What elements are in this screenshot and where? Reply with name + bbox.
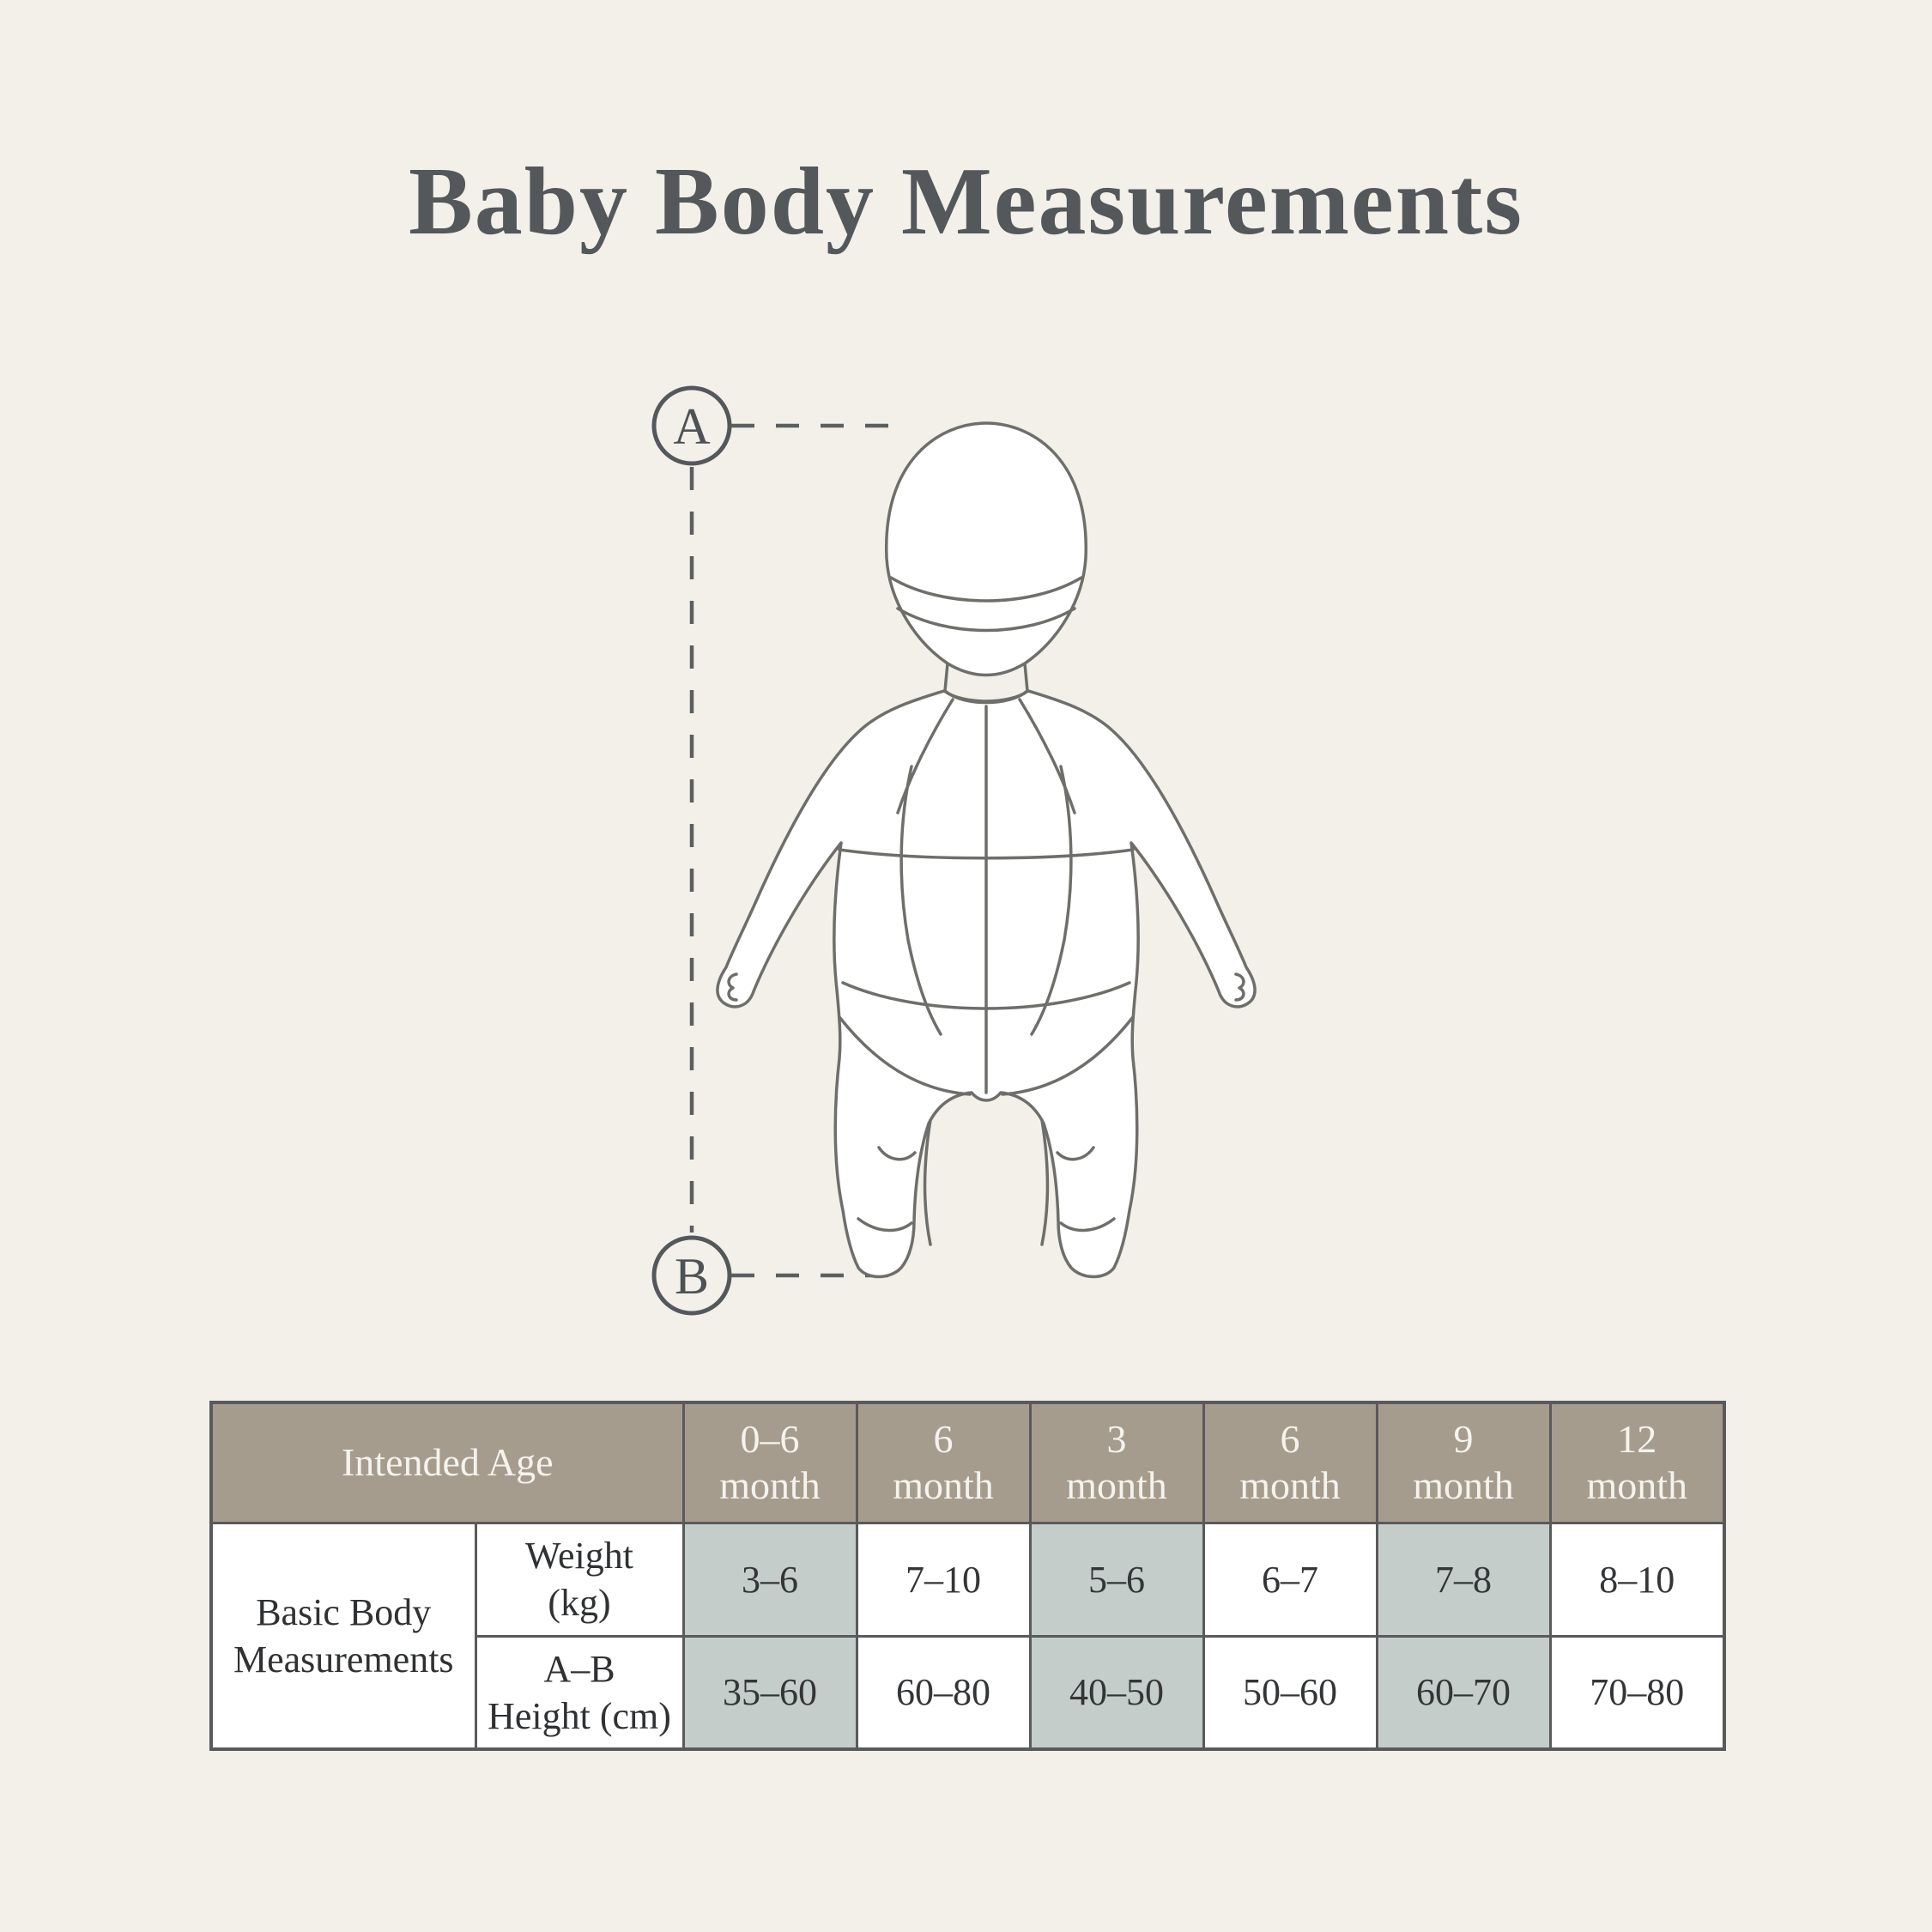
baby-figure <box>716 421 1257 1279</box>
age-header-cell: 6 month <box>1202 1401 1378 1524</box>
value-cell: 7–8 <box>1375 1521 1552 1638</box>
row-label-cell: A–B Height (cm) <box>474 1634 685 1751</box>
age-header-cell: 6 month <box>855 1401 1032 1524</box>
value-cell: 8–10 <box>1548 1521 1726 1638</box>
weight-row: Basic Body Measurements Weight (kg) 3–6 … <box>209 1521 1726 1751</box>
baby-head <box>885 421 1087 677</box>
value-cell: 7–10 <box>855 1521 1032 1638</box>
value-cell: 5–6 <box>1028 1521 1205 1638</box>
value-cell: 60–80 <box>855 1634 1032 1751</box>
marker-b-circle <box>651 1235 732 1316</box>
baby-head-seams <box>889 576 1083 633</box>
marker-a-label: A <box>673 398 710 455</box>
baby-torso-seams <box>727 698 1245 1246</box>
marker-a-circle <box>651 385 732 466</box>
value-cell: 6–7 <box>1202 1521 1378 1638</box>
measurements-table: Intended Age 0–6 month 6 month 3 month 6… <box>209 1401 1726 1751</box>
value-cell: 70–80 <box>1548 1634 1726 1751</box>
value-cell: 40–50 <box>1028 1634 1205 1751</box>
row-label-cell: Weight (kg) <box>474 1521 685 1638</box>
baby-diagram: A B <box>651 385 1257 1316</box>
age-header-cell: 3 month <box>1028 1401 1205 1524</box>
baby-neck-lines <box>943 662 1029 705</box>
marker-b-label: B <box>675 1248 709 1305</box>
marker-b: B <box>651 1235 732 1316</box>
age-header-cell: 9 month <box>1375 1401 1552 1524</box>
value-cell: 50–60 <box>1202 1634 1378 1751</box>
value-cell: 3–6 <box>681 1521 858 1638</box>
height-row: A–B Height (cm) 35–60 60–80 40–50 50–60 … <box>211 1634 1726 1751</box>
age-header-cell: 0–6 month <box>681 1401 858 1524</box>
value-cell: 60–70 <box>1375 1634 1552 1751</box>
table-header-row: Intended Age 0–6 month 6 month 3 month 6… <box>209 1401 1726 1524</box>
page-title: Baby Body Measurements <box>409 148 1523 256</box>
intended-age-header-cell: Intended Age <box>209 1401 685 1524</box>
value-cell: 35–60 <box>681 1634 858 1751</box>
age-header-cell: 12 month <box>1548 1401 1726 1524</box>
marker-a: A <box>651 385 732 466</box>
group-label-cell: Basic Body Measurements <box>209 1521 477 1751</box>
